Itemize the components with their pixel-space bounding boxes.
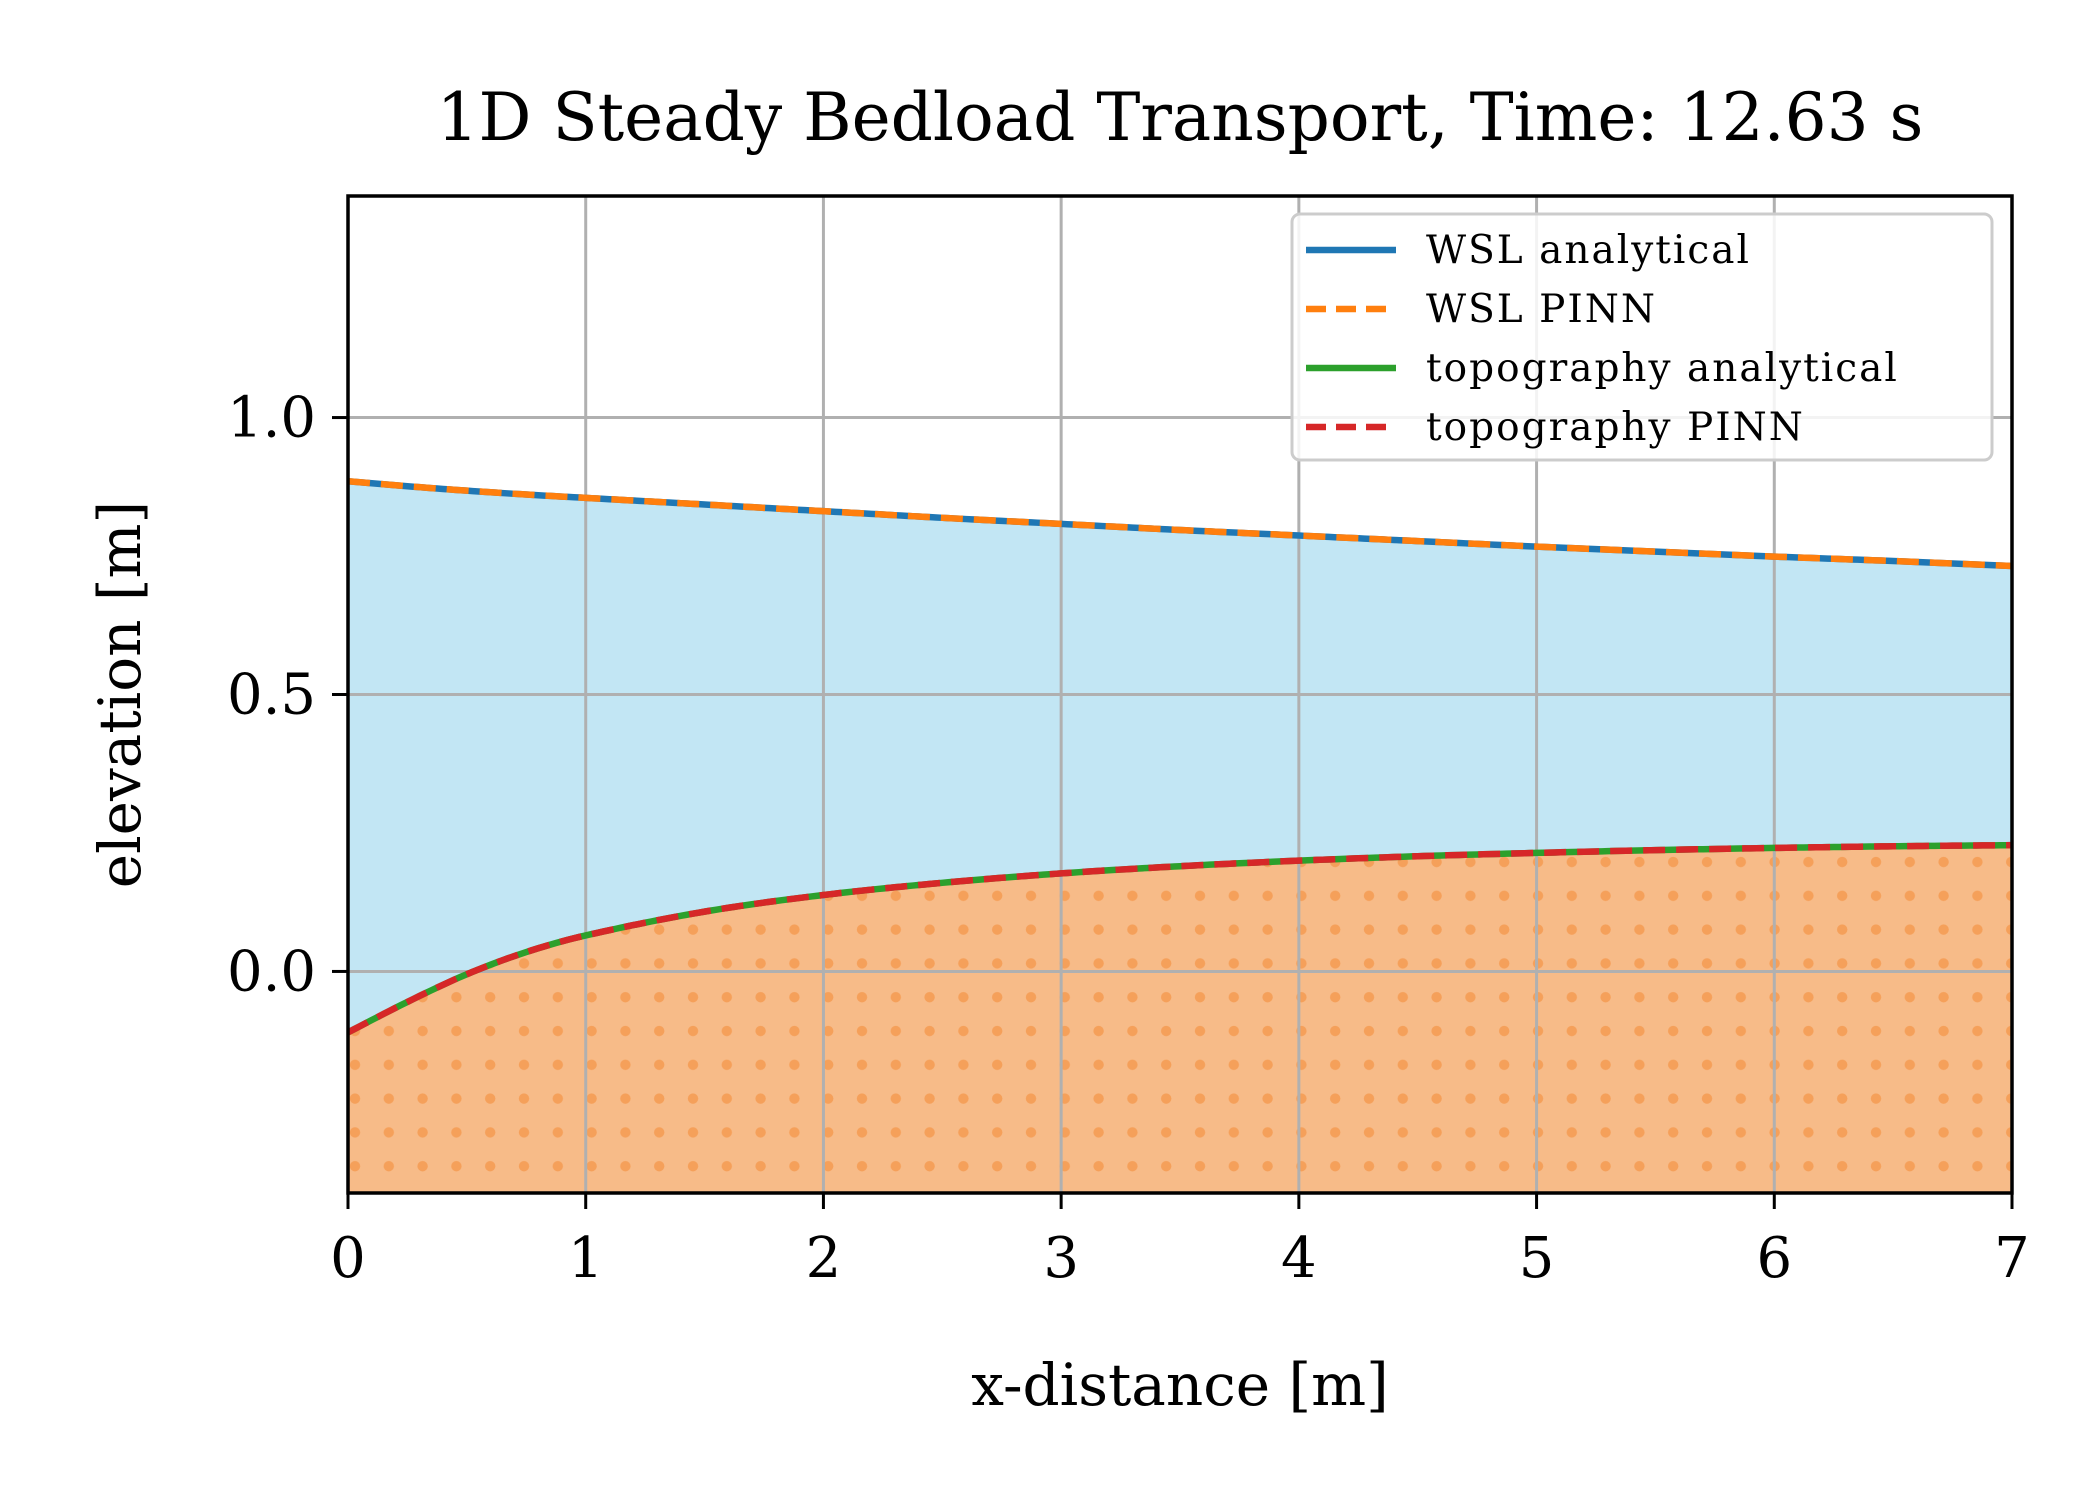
x-tick-label: 2 (806, 1226, 842, 1291)
x-tick-label: 4 (1281, 1226, 1317, 1291)
x-tick-label: 6 (1756, 1226, 1792, 1291)
y-tick-label: 1.0 (227, 386, 316, 451)
x-tick-label: 3 (1043, 1226, 1079, 1291)
series-line-topography-pinn (348, 841, 2012, 1036)
sediment-hatch (348, 845, 2012, 1193)
y-axis-label: elevation [m] (86, 501, 154, 888)
y-tick-label: 0.5 (227, 663, 316, 728)
water-fill (348, 481, 2012, 1033)
series-line-wsl-pinn (348, 478, 2012, 570)
legend-label: WSL PINN (1426, 287, 1657, 332)
legend-label: WSL analytical (1426, 228, 1751, 273)
x-tick-label: 0 (330, 1226, 366, 1291)
legend-box (1290, 212, 1994, 462)
legend-label: topography PINN (1426, 405, 1805, 450)
x-tick-label: 5 (1519, 1226, 1555, 1291)
legend-label: topography analytical (1426, 346, 1899, 391)
x-axis-label: x-distance [m] (971, 1351, 1388, 1419)
x-tick-label: 7 (1994, 1226, 2030, 1291)
y-tick-label: 0.0 (227, 939, 316, 1004)
plot-area (348, 196, 2012, 1193)
chart-title: 1D Steady Bedload Transport, Time: 12.63… (437, 79, 1924, 156)
x-tick-label: 1 (568, 1226, 604, 1291)
